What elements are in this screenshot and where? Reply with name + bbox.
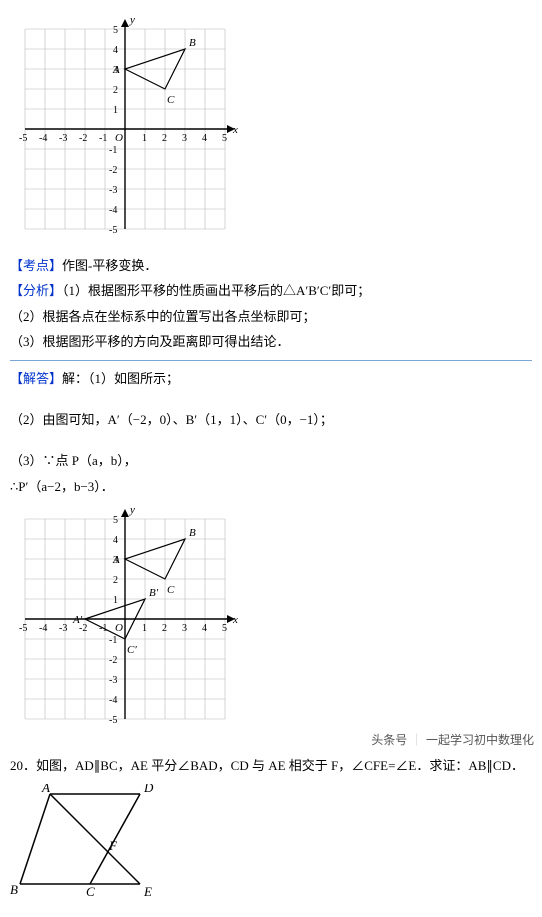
svg-text:-3: -3 bbox=[109, 675, 117, 686]
svg-text:F: F bbox=[108, 838, 118, 853]
svg-text:2: 2 bbox=[162, 623, 167, 634]
svg-text:5: 5 bbox=[113, 25, 118, 36]
svg-text:-5: -5 bbox=[109, 715, 117, 726]
svg-text:-4: -4 bbox=[39, 133, 47, 144]
svg-text:-3: -3 bbox=[109, 185, 117, 196]
svg-text:-2: -2 bbox=[79, 133, 87, 144]
svg-text:O: O bbox=[115, 622, 123, 634]
svg-text:-2: -2 bbox=[109, 655, 117, 666]
svg-text:-5: -5 bbox=[19, 133, 27, 144]
spacer bbox=[10, 433, 532, 447]
answer-3b: ∴P′（a−2，b−3）． bbox=[10, 475, 532, 498]
svg-text:4: 4 bbox=[113, 45, 118, 56]
svg-text:O: O bbox=[115, 132, 123, 144]
svg-text:1: 1 bbox=[142, 133, 147, 144]
svg-text:-1: -1 bbox=[109, 145, 117, 156]
svg-text:-1: -1 bbox=[99, 133, 107, 144]
answer-3a: （3）∵点 P（a，b）， bbox=[10, 449, 532, 472]
svg-text:E: E bbox=[143, 884, 152, 899]
svg-text:A: A bbox=[41, 784, 50, 795]
svg-text:5: 5 bbox=[113, 515, 118, 526]
svg-text:2: 2 bbox=[162, 133, 167, 144]
svg-text:B′: B′ bbox=[149, 587, 159, 599]
jieda-text: 解：（1）如图所示； bbox=[62, 371, 179, 386]
fenxi-text-1: （1）根据图形平移的性质画出平移后的△A′B′C′即可； bbox=[62, 283, 370, 298]
svg-text:C: C bbox=[167, 584, 175, 596]
fenxi-label: 【分析】 bbox=[10, 283, 62, 298]
graph-top: Oxy-5-4-3-2-112345-5-4-3-2-112345ABC bbox=[10, 10, 532, 252]
svg-text:A: A bbox=[112, 64, 120, 76]
svg-text:C: C bbox=[167, 94, 175, 106]
kaodian-text: 作图-平移变换． bbox=[62, 258, 157, 273]
svg-text:4: 4 bbox=[202, 133, 207, 144]
svg-text:2: 2 bbox=[113, 575, 118, 586]
section-divider bbox=[10, 360, 532, 361]
svg-text:5: 5 bbox=[222, 623, 227, 634]
svg-text:x: x bbox=[232, 124, 238, 136]
question-20: 20．如图，AD∥BC，AE 平分∠BAD，CD 与 AE 相交于 F，∠CFE… bbox=[10, 754, 532, 777]
svg-text:5: 5 bbox=[222, 133, 227, 144]
svg-text:-4: -4 bbox=[109, 695, 117, 706]
fenxi-line-3: （3）根据图形平移的方向及距离即可得出结论． bbox=[10, 330, 532, 353]
svg-text:-3: -3 bbox=[59, 133, 67, 144]
svg-text:B: B bbox=[189, 37, 196, 49]
svg-text:D: D bbox=[143, 784, 154, 795]
figure-20: A D B C E F bbox=[10, 780, 532, 907]
svg-text:3: 3 bbox=[182, 623, 187, 634]
svg-text:-3: -3 bbox=[59, 623, 67, 634]
fenxi-line-2: （2）根据各点在坐标系中的位置写出各点坐标即可； bbox=[10, 305, 532, 328]
watermark: 头条号 ｜ 一起学习初中数理化 bbox=[371, 730, 534, 752]
svg-text:-4: -4 bbox=[39, 623, 47, 634]
svg-text:B: B bbox=[189, 527, 196, 539]
svg-text:y: y bbox=[129, 504, 135, 516]
svg-text:-4: -4 bbox=[109, 205, 117, 216]
svg-text:-5: -5 bbox=[109, 225, 117, 236]
svg-text:-5: -5 bbox=[19, 623, 27, 634]
answer-2: （2）由图可知，A′（−2，0）、B′（1，1）、C′（0，−1）； bbox=[10, 408, 532, 431]
svg-text:4: 4 bbox=[113, 535, 118, 546]
svg-text:1: 1 bbox=[113, 105, 118, 116]
svg-text:-2: -2 bbox=[109, 165, 117, 176]
svg-text:2: 2 bbox=[113, 85, 118, 96]
spacer bbox=[10, 392, 532, 406]
kaodian-label: 【考点】 bbox=[10, 258, 62, 273]
svg-text:C: C bbox=[86, 884, 95, 899]
svg-text:B: B bbox=[10, 882, 18, 897]
watermark-title: 一起学习初中数理化 bbox=[426, 733, 534, 747]
svg-text:A: A bbox=[112, 554, 120, 566]
svg-text:1: 1 bbox=[142, 623, 147, 634]
svg-text:A′: A′ bbox=[72, 614, 83, 626]
jieda-label: 【解答】 bbox=[10, 371, 62, 386]
svg-text:1: 1 bbox=[113, 595, 118, 606]
svg-text:C′: C′ bbox=[127, 644, 137, 656]
jieda-line: 【解答】解：（1）如图所示； bbox=[10, 367, 532, 390]
svg-text:4: 4 bbox=[202, 623, 207, 634]
kaodian-line: 【考点】作图-平移变换． bbox=[10, 254, 532, 277]
svg-text:3: 3 bbox=[182, 133, 187, 144]
watermark-brand: 头条号 bbox=[371, 733, 407, 747]
svg-text:x: x bbox=[232, 614, 238, 626]
fenxi-line-1: 【分析】（1）根据图形平移的性质画出平移后的△A′B′C′即可； bbox=[10, 279, 532, 302]
svg-text:y: y bbox=[129, 14, 135, 26]
svg-text:-1: -1 bbox=[109, 635, 117, 646]
graph-mid: Oxy-5-4-3-2-112345-5-4-3-2-112345ABCA′B′… bbox=[10, 500, 532, 742]
